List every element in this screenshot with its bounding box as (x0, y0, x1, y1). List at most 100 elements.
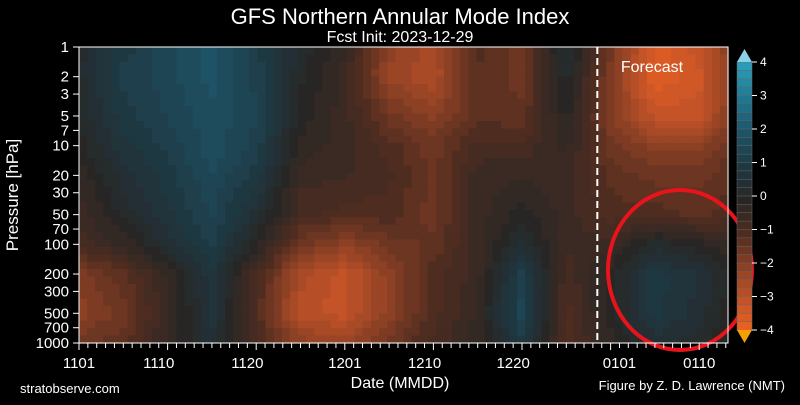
heatmap-cell (371, 135, 380, 144)
heatmap-cell (200, 98, 210, 107)
heatmap-cell (354, 276, 364, 285)
heatmap-cell (638, 283, 648, 292)
heatmap-cell (184, 276, 194, 285)
heatmap-cell (452, 128, 461, 137)
heatmap-cell (492, 254, 502, 263)
heatmap-cell (492, 195, 502, 203)
heatmap-cell (322, 232, 332, 240)
heatmap-cell (127, 150, 137, 159)
heatmap-cell (703, 335, 713, 344)
heatmap-cell (127, 143, 137, 152)
heatmap-cell (152, 224, 161, 233)
heatmap-cell (606, 113, 615, 122)
heatmap-cell (135, 76, 145, 85)
heatmap-cell (663, 165, 672, 174)
heatmap-cell (143, 113, 153, 122)
heatmap-cell (452, 69, 461, 78)
heatmap-cell (703, 91, 713, 100)
heatmap-cell (200, 298, 210, 307)
heatmap-cell (638, 135, 648, 144)
heatmap-cell (387, 313, 396, 322)
heatmap-cell (257, 150, 267, 159)
heatmap-cell (306, 91, 315, 100)
heatmap-cell (703, 217, 713, 226)
heatmap-cell (444, 172, 453, 181)
heatmap-cell (281, 209, 291, 218)
heatmap-cell (127, 298, 137, 307)
heatmap-cell (679, 335, 688, 344)
heatmap-cell (419, 276, 429, 285)
heatmap-cell (541, 246, 551, 255)
heatmap-cell (395, 298, 405, 307)
heatmap-cell (289, 335, 299, 344)
heatmap-cell (314, 306, 323, 314)
heatmap-cell (127, 158, 137, 166)
heatmap-cell (249, 180, 259, 189)
heatmap-cell (419, 165, 429, 174)
heatmap-cell (411, 320, 421, 329)
heatmap-cell (387, 113, 396, 122)
heatmap-cell (330, 84, 340, 92)
heatmap-cell (184, 47, 194, 55)
heatmap-cell (549, 261, 559, 270)
heatmap-cell (533, 172, 542, 181)
colorbar-cell (736, 237, 753, 247)
heatmap-cell (525, 328, 534, 337)
heatmap-cell (119, 306, 129, 314)
heatmap-cell (387, 232, 396, 240)
heatmap-cell (346, 180, 356, 189)
heatmap-cell (87, 165, 96, 174)
heatmap-cell (484, 320, 494, 329)
heatmap-cell (403, 209, 413, 218)
heatmap-cell (541, 291, 551, 300)
heatmap-cell (687, 298, 697, 307)
heatmap-cell (119, 313, 129, 322)
heatmap-cell (663, 69, 672, 78)
heatmap-cell (476, 98, 486, 107)
heatmap-cell (703, 143, 713, 152)
heatmap-cell (289, 121, 299, 129)
heatmap-cell (249, 306, 259, 314)
heatmap-cell (460, 135, 469, 144)
heatmap-cell (411, 47, 421, 55)
heatmap-cell (95, 84, 104, 92)
heatmap-cell (598, 106, 607, 115)
heatmap-cell (354, 335, 364, 344)
heatmap-cell (346, 246, 356, 255)
heatmap-cell (241, 47, 250, 55)
heatmap-cell (176, 47, 186, 55)
heatmap-cell (273, 143, 283, 152)
heatmap-cell (338, 328, 348, 337)
heatmap-cell (444, 128, 453, 137)
heatmap-cell (119, 158, 129, 166)
heatmap-cell (168, 291, 177, 300)
heatmap-cell (557, 202, 567, 211)
heatmap-cell (95, 313, 104, 322)
heatmap-cell (468, 187, 478, 196)
heatmap-cell (509, 54, 518, 63)
heatmap-cell (314, 313, 323, 322)
heatmap-cell (87, 335, 96, 344)
heatmap-cell (695, 121, 705, 129)
heatmap-cell (395, 254, 405, 263)
heatmap-cell (468, 121, 478, 129)
heatmap-cell (695, 320, 705, 329)
heatmap-cell (500, 283, 510, 292)
heatmap-cell (622, 283, 632, 292)
heatmap-cell (387, 283, 396, 292)
heatmap-cell (338, 135, 348, 144)
heatmap-cell (573, 224, 583, 233)
heatmap-cell (379, 320, 388, 329)
heatmap-cell (354, 143, 364, 152)
heatmap-cell (176, 320, 186, 329)
heatmap-cell (517, 246, 526, 255)
heatmap-cell (322, 283, 332, 292)
heatmap-cell (362, 98, 372, 107)
heatmap-cell (444, 209, 453, 218)
heatmap-cell (703, 306, 713, 314)
heatmap-cell (719, 84, 729, 92)
heatmap-cell (582, 69, 591, 78)
heatmap-cell (127, 313, 137, 322)
heatmap-cell (298, 143, 307, 152)
heatmap-cell (111, 158, 121, 166)
